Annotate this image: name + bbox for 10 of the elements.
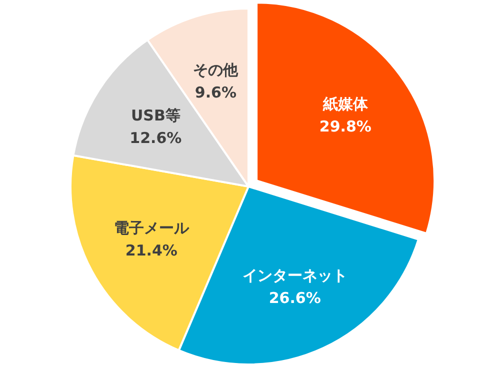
data-label: 12.6% [130,129,182,148]
slice-label: インターネット [242,266,348,284]
data-label: 21.4% [125,241,178,260]
slice-label: 電子メール [114,218,190,237]
slice-label: 紙媒体 [322,94,369,113]
slice-label: その他 [193,60,240,79]
data-label: 9.6% [194,83,237,102]
slice-label: USB等 [130,106,180,125]
data-label: 29.8% [319,117,372,136]
data-label: 26.6% [268,288,321,307]
